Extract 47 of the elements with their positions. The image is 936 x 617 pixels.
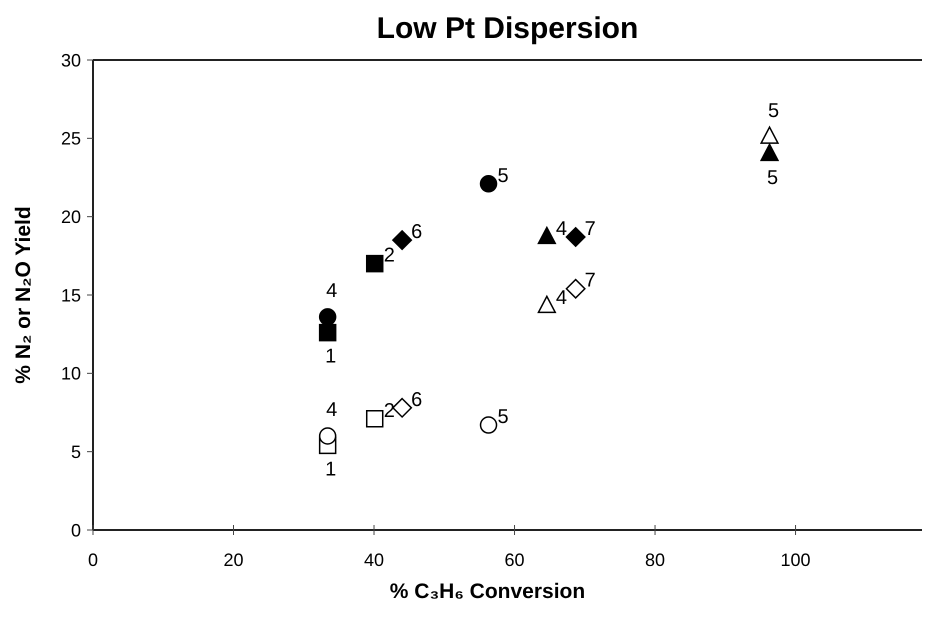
x-tick-label: 40 (364, 550, 384, 570)
annotation: 2 (384, 244, 395, 267)
annotation: 2 (384, 400, 395, 422)
point (366, 410, 384, 428)
x-axis-title: % C₃H₆ Conversion (390, 580, 586, 603)
point (392, 230, 412, 250)
x-tick-label: 0 (88, 550, 98, 570)
annotation: 1 (325, 346, 336, 368)
point (318, 308, 336, 326)
point (366, 254, 384, 272)
point (566, 278, 586, 299)
y-tick-label: 30 (60, 50, 81, 70)
y-axis-title: % N₂ or N₂O Yield (12, 206, 35, 384)
chart-title: Low Pt Dispersion (376, 12, 638, 45)
y-tick-label: 15 (60, 285, 81, 306)
point (480, 416, 498, 434)
point (318, 427, 336, 445)
point (538, 226, 556, 244)
annotation: 4 (326, 280, 338, 302)
point (392, 398, 412, 418)
annotation: 5 (768, 100, 780, 122)
annotation: 6 (411, 221, 422, 244)
y-tick-label: 25 (60, 128, 81, 149)
annotation: 4 (326, 399, 338, 421)
point (566, 227, 586, 247)
point (538, 296, 556, 314)
x-tick-label: 100 (780, 550, 811, 570)
point (480, 175, 498, 192)
annotation: 6 (411, 388, 422, 411)
point (760, 144, 779, 162)
annotation: 5 (498, 164, 509, 187)
point (318, 324, 336, 342)
point (760, 126, 779, 144)
x-tick-label: 20 (223, 550, 244, 570)
annotation: 5 (766, 167, 778, 189)
annotation: 1 (325, 458, 336, 480)
x-tick-label: 60 (504, 550, 525, 570)
annotation: 7 (584, 270, 596, 292)
y-tick-label: 20 (60, 206, 81, 227)
annotation: 7 (584, 218, 596, 240)
y-tick-label: 10 (60, 364, 81, 384)
annotation: 5 (498, 406, 509, 428)
y-tick-label: 0 (70, 520, 81, 540)
x-tick-label: 80 (645, 550, 666, 570)
annotation: 4 (556, 218, 567, 240)
annotation: 4 (556, 286, 567, 309)
y-tick-label: 5 (70, 442, 81, 462)
